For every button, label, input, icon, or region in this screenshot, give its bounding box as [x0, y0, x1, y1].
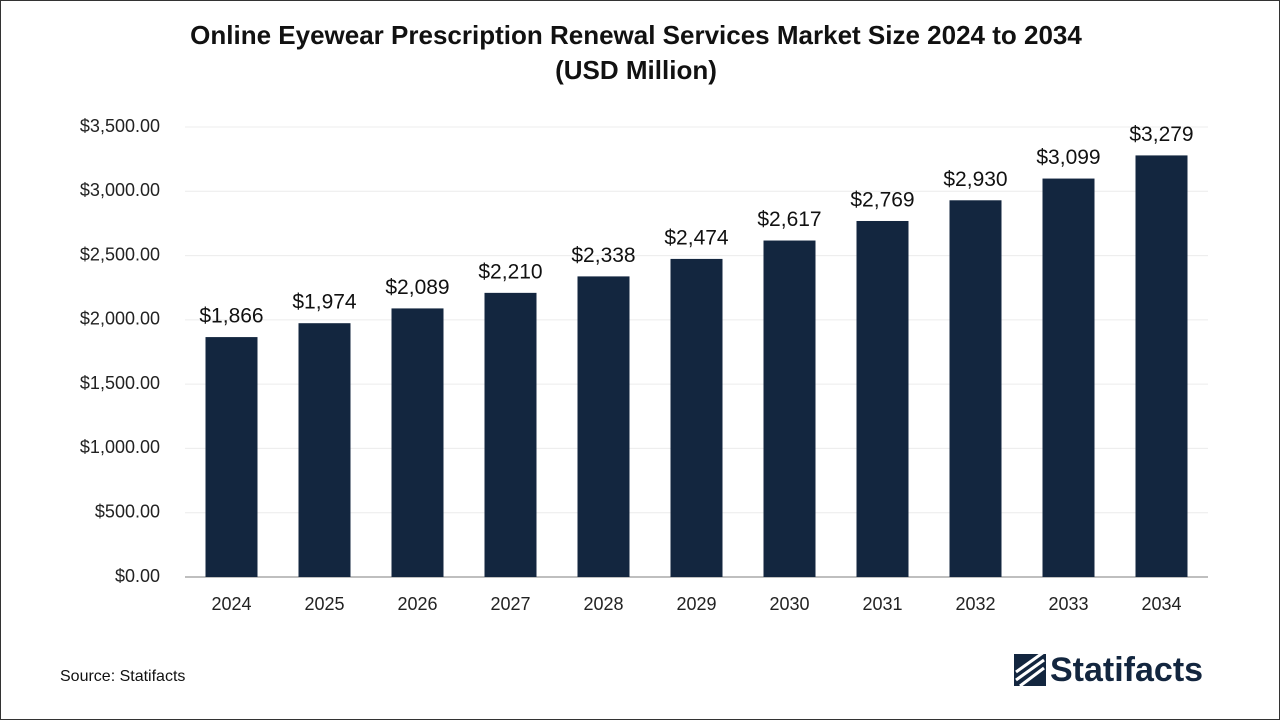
x-tick-label: 2028 [583, 594, 623, 614]
y-tick-label: $2,500.00 [80, 244, 160, 264]
y-tick-label: $3,000.00 [80, 180, 160, 200]
value-label: $2,930 [943, 168, 1007, 191]
bar [391, 308, 444, 577]
x-tick-label: 2030 [769, 594, 809, 614]
value-label: $1,866 [199, 305, 263, 328]
bar [205, 337, 258, 577]
value-label: $2,210 [478, 260, 542, 283]
x-tick-label: 2034 [1141, 594, 1181, 614]
value-label: $2,769 [850, 189, 914, 212]
logo-icon [1014, 650, 1046, 688]
bar [1135, 155, 1188, 577]
value-label: $1,974 [292, 291, 357, 314]
chart-subtitle: (USD Million) [555, 55, 717, 85]
chart-title: Online Eyewear Prescription Renewal Serv… [190, 20, 1082, 50]
y-tick-label: $1,500.00 [80, 373, 160, 393]
x-tick-label: 2031 [862, 594, 902, 614]
bar [484, 292, 537, 577]
x-tick-label: 2025 [304, 594, 344, 614]
y-tick-label: $3,500.00 [80, 116, 160, 136]
bar [1042, 178, 1095, 578]
x-tick-label: 2032 [955, 594, 995, 614]
bar [298, 323, 351, 577]
y-tick-label: $1,000.00 [80, 437, 160, 457]
source: Source: Statifacts [60, 668, 185, 685]
x-tick-label: 2029 [676, 594, 716, 614]
y-tick-label: $500.00 [95, 501, 160, 521]
value-label: $2,089 [385, 276, 449, 299]
value-label: $2,338 [571, 244, 635, 267]
bar [763, 240, 816, 577]
logo-text: Statifacts [1050, 651, 1203, 689]
x-tick-label: 2033 [1048, 594, 1088, 614]
x-tick-label: 2024 [211, 594, 251, 614]
y-tick-label: $2,000.00 [80, 309, 160, 329]
bar [856, 220, 909, 577]
bar [577, 276, 630, 577]
x-tick-label: 2027 [490, 594, 530, 614]
value-label: $3,279 [1129, 123, 1193, 146]
y-tick-label: $0.00 [115, 566, 160, 586]
x-tick-label: 2026 [397, 594, 437, 614]
bar [670, 258, 723, 577]
value-label: $2,474 [664, 226, 729, 249]
bar [949, 200, 1002, 578]
value-label: $2,617 [757, 208, 821, 231]
value-label: $3,099 [1036, 146, 1100, 169]
